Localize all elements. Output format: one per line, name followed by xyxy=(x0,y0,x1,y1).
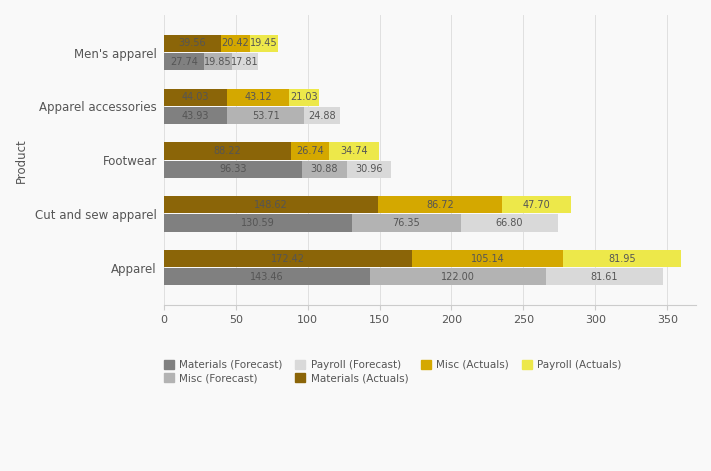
Bar xyxy=(164,268,370,285)
Text: 143.46: 143.46 xyxy=(250,272,284,282)
Text: 21.03: 21.03 xyxy=(290,92,318,102)
Y-axis label: Product: Product xyxy=(15,138,28,183)
Bar xyxy=(203,53,232,70)
Bar xyxy=(227,89,289,106)
Bar xyxy=(164,250,412,267)
Text: 44.03: 44.03 xyxy=(182,92,209,102)
Text: 30.96: 30.96 xyxy=(356,164,383,174)
Text: 43.93: 43.93 xyxy=(181,111,209,121)
Text: 19.45: 19.45 xyxy=(250,39,278,49)
Text: 66.80: 66.80 xyxy=(496,218,523,228)
Bar xyxy=(250,35,278,52)
Bar xyxy=(220,35,250,52)
Bar xyxy=(164,107,227,124)
Text: 47.70: 47.70 xyxy=(523,200,550,210)
Text: 88.22: 88.22 xyxy=(213,146,241,156)
Bar xyxy=(412,250,563,267)
Text: 34.74: 34.74 xyxy=(341,146,368,156)
Text: 17.81: 17.81 xyxy=(231,57,259,67)
Text: 53.71: 53.71 xyxy=(252,111,279,121)
Text: 26.74: 26.74 xyxy=(296,146,324,156)
Text: 39.56: 39.56 xyxy=(178,39,206,49)
Bar xyxy=(164,214,352,232)
Text: 24.88: 24.88 xyxy=(309,111,336,121)
Text: 81.61: 81.61 xyxy=(591,272,618,282)
Text: 76.35: 76.35 xyxy=(392,218,420,228)
Bar xyxy=(164,161,302,178)
Text: 172.42: 172.42 xyxy=(271,253,305,264)
Text: 86.72: 86.72 xyxy=(426,200,454,210)
Text: 20.42: 20.42 xyxy=(222,39,250,49)
Text: 130.59: 130.59 xyxy=(241,218,274,228)
Bar xyxy=(164,142,291,160)
Bar xyxy=(227,107,304,124)
Text: 19.85: 19.85 xyxy=(204,57,232,67)
Bar xyxy=(502,196,571,213)
Text: 27.74: 27.74 xyxy=(170,57,198,67)
Text: 43.12: 43.12 xyxy=(245,92,272,102)
Bar xyxy=(545,268,663,285)
Text: 96.33: 96.33 xyxy=(219,164,247,174)
Bar xyxy=(329,142,379,160)
Bar xyxy=(352,214,461,232)
Bar xyxy=(370,268,545,285)
Bar xyxy=(232,53,258,70)
Bar xyxy=(164,53,203,70)
Bar xyxy=(302,161,347,178)
Bar xyxy=(461,214,557,232)
Bar xyxy=(289,89,319,106)
Bar xyxy=(347,161,391,178)
Text: 30.88: 30.88 xyxy=(311,164,338,174)
Bar xyxy=(291,142,329,160)
Bar xyxy=(164,35,220,52)
Bar xyxy=(378,196,502,213)
Text: 105.14: 105.14 xyxy=(471,253,504,264)
Text: 122.00: 122.00 xyxy=(441,272,475,282)
Bar xyxy=(304,107,340,124)
Bar xyxy=(164,196,378,213)
Legend: Materials (Forecast), Misc (Forecast), Payroll (Forecast), Materials (Actuals), : Materials (Forecast), Misc (Forecast), P… xyxy=(159,356,626,387)
Bar xyxy=(164,89,227,106)
Bar xyxy=(563,250,681,267)
Text: 81.95: 81.95 xyxy=(608,253,636,264)
Text: 148.62: 148.62 xyxy=(254,200,287,210)
